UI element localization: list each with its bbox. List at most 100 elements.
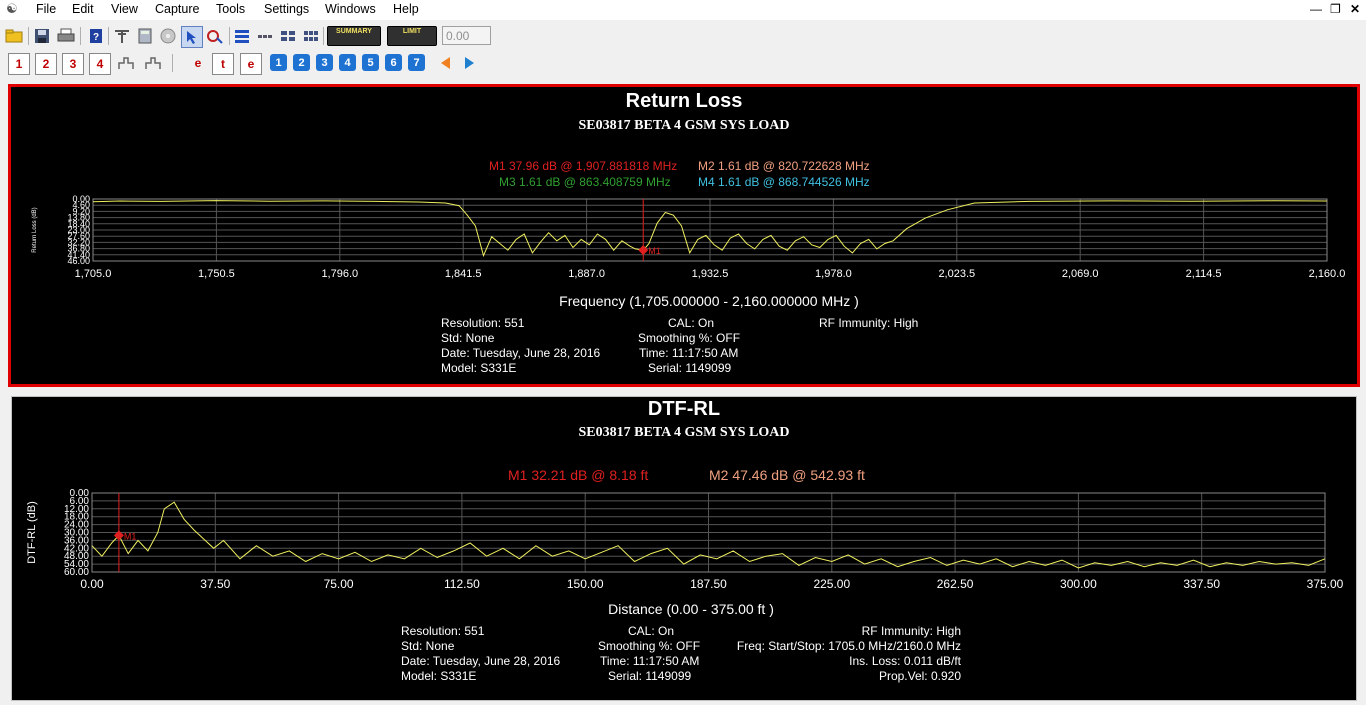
marker-3-button[interactable]: 3 xyxy=(62,53,84,75)
info-std: Std: None xyxy=(401,639,455,653)
y-tick-label: 48.00 xyxy=(64,551,89,562)
y-tick-label: 36.80 xyxy=(67,244,90,254)
menu-settings[interactable]: Settings xyxy=(264,2,310,16)
dtf-rl-panel[interactable]: DTF-RL SE03817 BETA 4 GSM SYS LOAD M1 32… xyxy=(11,396,1357,701)
marker-m2-readout: M2 47.46 dB @ 542.93 ft xyxy=(709,467,865,483)
x-tick-label: 2,160.0 xyxy=(1309,268,1346,280)
valley-search-icon[interactable] xyxy=(143,53,163,73)
x-tick-label: 75.00 xyxy=(324,577,354,591)
y-axis-title: Return Loss (dB) xyxy=(32,207,38,252)
toolbar-markers: 1 2 3 4 e t e 1 2 3 4 5 6 7 xyxy=(0,51,1366,75)
t-marker-button[interactable]: t xyxy=(212,53,234,75)
trace-line xyxy=(92,200,1328,258)
summary-button[interactable]: SUMMARY xyxy=(327,26,381,46)
info-resolution: Resolution: 551 xyxy=(441,316,525,330)
x-axis-title: Frequency (1,705.000000 - 2,160.000000 M… xyxy=(559,293,859,309)
panel-subtitle: SE03817 BETA 4 GSM SYS LOAD xyxy=(578,425,790,440)
menu-bar: ☯ File Edit View Capture Tools Settings … xyxy=(0,0,1366,20)
dtf-rl-chart[interactable]: 0.00 37.50 75.00 112.50 150.00 187.50 225.00 26… xyxy=(12,485,1356,705)
save-icon[interactable] xyxy=(32,26,52,46)
single-view-icon[interactable] xyxy=(232,26,252,46)
open-folder-icon[interactable] xyxy=(4,26,24,46)
help-book-icon[interactable]: ? xyxy=(86,26,106,46)
x-tick-label: 225.00 xyxy=(813,577,850,591)
info-date: Date: Tuesday, June 28, 2016 xyxy=(401,654,561,668)
disc-icon[interactable] xyxy=(158,26,178,46)
antenna-icon[interactable] xyxy=(112,26,132,46)
info-serial: Serial: 1149099 xyxy=(648,361,732,375)
cursor-icon[interactable] xyxy=(181,26,203,48)
info-cal: CAL: On xyxy=(668,316,715,330)
marker-4-button[interactable]: 4 xyxy=(89,53,111,75)
arrow-right-icon[interactable] xyxy=(460,53,480,73)
marker-2-button[interactable]: 2 xyxy=(35,53,57,75)
x-tick-label: 300.00 xyxy=(1060,577,1097,591)
marker-1-button[interactable]: 1 xyxy=(8,53,30,75)
info-serial: Serial: 1149099 xyxy=(608,669,692,683)
info-prop-vel: Prop.Vel: 0.920 xyxy=(878,669,961,683)
calculator-icon[interactable] xyxy=(135,26,155,46)
trace-1-button[interactable]: 1 xyxy=(270,54,287,71)
print-icon[interactable] xyxy=(56,26,76,46)
y-tick-label: 9.20 xyxy=(72,206,90,216)
y-tick-label: 0.00 xyxy=(70,488,90,499)
info-freq: Freq: Start/Stop: 1705.0 MHz/2160.0 MHz xyxy=(736,639,961,653)
trace-5-button[interactable]: 5 xyxy=(362,54,379,71)
dual-view-icon[interactable] xyxy=(255,26,275,46)
quad-view-icon[interactable] xyxy=(301,26,321,46)
y-tick-label: 4.60 xyxy=(72,200,90,210)
x-tick-label: 187.50 xyxy=(690,577,727,591)
restore-icon[interactable]: ❐ xyxy=(1330,2,1341,16)
e-marker-button[interactable]: e xyxy=(194,56,202,70)
peak-search-icon[interactable] xyxy=(116,53,136,73)
x-axis-title: Distance (0.00 - 375.00 ft ) xyxy=(608,601,774,617)
x-tick-label: 1,705.0 xyxy=(75,268,112,280)
x-tick-label: 262.50 xyxy=(937,577,974,591)
y-tick-label: 18.40 xyxy=(67,219,90,229)
menu-capture[interactable]: Capture xyxy=(155,2,200,16)
menu-windows[interactable]: Windows xyxy=(325,2,376,16)
y-tick-label: 54.00 xyxy=(64,559,89,570)
info-time: Time: 11:17:50 AM xyxy=(639,346,739,360)
trace-7-button[interactable]: 7 xyxy=(408,54,425,71)
return-loss-panel[interactable]: Return Loss SE03817 BETA 4 GSM SYS LOAD … xyxy=(8,84,1360,387)
y-tick-label: 36.00 xyxy=(64,535,89,546)
trace-4-button[interactable]: 4 xyxy=(339,54,356,71)
x-tick-label: 1,978.0 xyxy=(815,268,852,280)
e-edit-button[interactable]: e xyxy=(240,53,262,75)
minimize-icon[interactable]: — xyxy=(1310,2,1322,16)
menu-edit[interactable]: Edit xyxy=(72,2,94,16)
y-tick-label: 13.80 xyxy=(67,213,90,223)
close-icon[interactable]: ✕ xyxy=(1350,2,1361,16)
y-tick-label: 42.00 xyxy=(64,543,89,554)
x-tick-label: 1,750.5 xyxy=(198,268,235,280)
arrow-left-icon[interactable] xyxy=(435,53,455,73)
trace-2-button[interactable]: 2 xyxy=(293,54,310,71)
info-std: Std: None xyxy=(441,331,495,345)
trace-3-button[interactable]: 3 xyxy=(316,54,333,71)
value-field[interactable]: 0.00 xyxy=(442,26,491,45)
trace-line xyxy=(91,501,1326,569)
marker-tool-icon[interactable] xyxy=(205,26,225,46)
menu-file[interactable]: File xyxy=(36,2,57,16)
marker-m1-readout: M1 37.96 dB @ 1,907.881818 MHz xyxy=(489,159,678,173)
return-loss-chart[interactable]: 1,705.0 1,750.5 1,796.0 1,841.5 1,887.0 1,932… xyxy=(11,187,1357,387)
menu-view[interactable]: View xyxy=(111,2,138,16)
limit-button[interactable]: LIMIT xyxy=(387,26,437,46)
x-tick-label: 2,069.0 xyxy=(1062,268,1099,280)
marker-m3-readout: M3 1.61 dB @ 863.408759 MHz xyxy=(499,175,671,189)
app-logo-icon: ☯ xyxy=(6,1,18,16)
trace-6-button[interactable]: 6 xyxy=(385,54,402,71)
menu-tools[interactable]: Tools xyxy=(216,2,246,16)
info-cal: CAL: On xyxy=(628,624,675,638)
y-tick-label: 6.00 xyxy=(70,496,90,507)
grid-view-icon[interactable] xyxy=(278,26,298,46)
marker-diamond xyxy=(638,245,649,256)
x-tick-label: 2,023.5 xyxy=(938,268,975,280)
info-rf-immunity: RF Immunity: High xyxy=(861,624,961,638)
y-tick-label: 23.00 xyxy=(67,225,90,235)
menu-help[interactable]: Help xyxy=(393,2,419,16)
y-tick-label: 0.00 xyxy=(72,194,90,204)
info-model: Model: S331E xyxy=(441,361,517,375)
info-time: Time: 11:17:50 AM xyxy=(600,654,700,668)
